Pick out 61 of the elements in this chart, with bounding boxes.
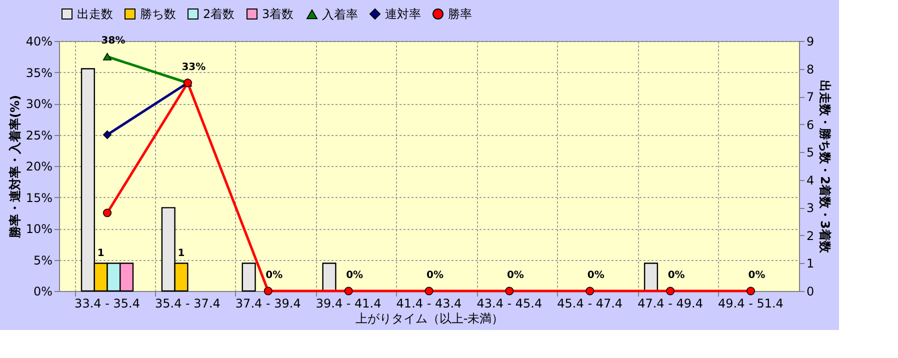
legend-label: 連対率 — [385, 7, 421, 21]
point — [586, 286, 594, 296]
x-tick-label: 45.4 - 47.4 — [557, 296, 623, 310]
y2-tick-label: 5 — [806, 146, 814, 160]
y2-tick-label: 2 — [806, 228, 814, 243]
y-tick-label: 5% — [33, 253, 52, 268]
legend-label: 出走数 — [77, 7, 113, 21]
y2-tick-label: 3 — [806, 201, 814, 216]
x-tick-label: 49.4 - 51.4 — [718, 296, 784, 310]
data-label: 0% — [346, 270, 364, 281]
point — [746, 286, 756, 296]
x-tick-label: 37.4 - 39.4 — [235, 296, 301, 310]
y2-tick-label: 6 — [806, 118, 814, 132]
data-label: 1 — [178, 248, 185, 260]
y2-axis-title: 出走数・勝ち数・2着数・3着数 — [818, 80, 832, 254]
point — [424, 286, 434, 296]
x-axis-title: 上がりタイム（以上-未満） — [355, 312, 504, 326]
data-label: 1 — [97, 248, 104, 260]
y2-tick-label: 8 — [806, 62, 814, 76]
y-tick-label: 10% — [26, 222, 52, 236]
y2-tick-label: 1 — [806, 256, 814, 271]
legend-label: 2着数 — [203, 7, 235, 21]
y2-tick-label: 7 — [806, 90, 814, 104]
x-tick-label: 35.4 - 37.4 — [154, 296, 220, 310]
data-label: 0% — [266, 270, 283, 281]
y-tick-label: 0% — [33, 284, 52, 298]
data-label: 0% — [587, 270, 604, 281]
x-tick-label: 47.4 - 49.4 — [638, 296, 704, 310]
x-tick-label: 41.4 - 43.4 — [396, 296, 462, 310]
y-tick-label: 30% — [26, 97, 52, 111]
x-tick-label: 43.4 - 45.4 — [476, 296, 542, 310]
bar — [322, 262, 336, 292]
point — [505, 286, 514, 296]
data-label: 0% — [426, 270, 444, 281]
legend-label: 勝率 — [448, 7, 472, 21]
y-tick-label: 25% — [26, 128, 52, 142]
y2-tick-label: 0 — [806, 284, 814, 298]
point — [666, 286, 675, 296]
point — [102, 130, 112, 140]
legend-label: 3着数 — [262, 7, 294, 21]
legend-label: 勝ち数 — [140, 7, 176, 21]
y-axis-title: 勝率・連対率・入着率(%) — [8, 95, 22, 239]
point — [102, 208, 112, 218]
y2-tick-label: 4 — [806, 173, 814, 188]
data-label: 33% — [182, 62, 206, 73]
bar — [644, 262, 658, 292]
point — [264, 286, 272, 296]
y-tick-label: 15% — [26, 190, 52, 205]
point — [344, 286, 353, 296]
x-tick-label: 39.4 - 41.4 — [316, 296, 382, 310]
data-label: 0% — [506, 270, 524, 281]
data-label: 38% — [101, 36, 126, 47]
y-tick-label: 40% — [26, 34, 52, 48]
y-tick-label: 20% — [26, 160, 52, 174]
y2-tick-label: 9 — [806, 34, 814, 48]
data-label: 0% — [668, 270, 685, 281]
data-label: 0% — [748, 270, 766, 281]
y-tick-label: 35% — [26, 66, 52, 80]
x-tick-label: 33.4 - 35.4 — [74, 296, 140, 310]
legend-label: 入着率 — [322, 7, 358, 22]
bar — [242, 262, 256, 292]
